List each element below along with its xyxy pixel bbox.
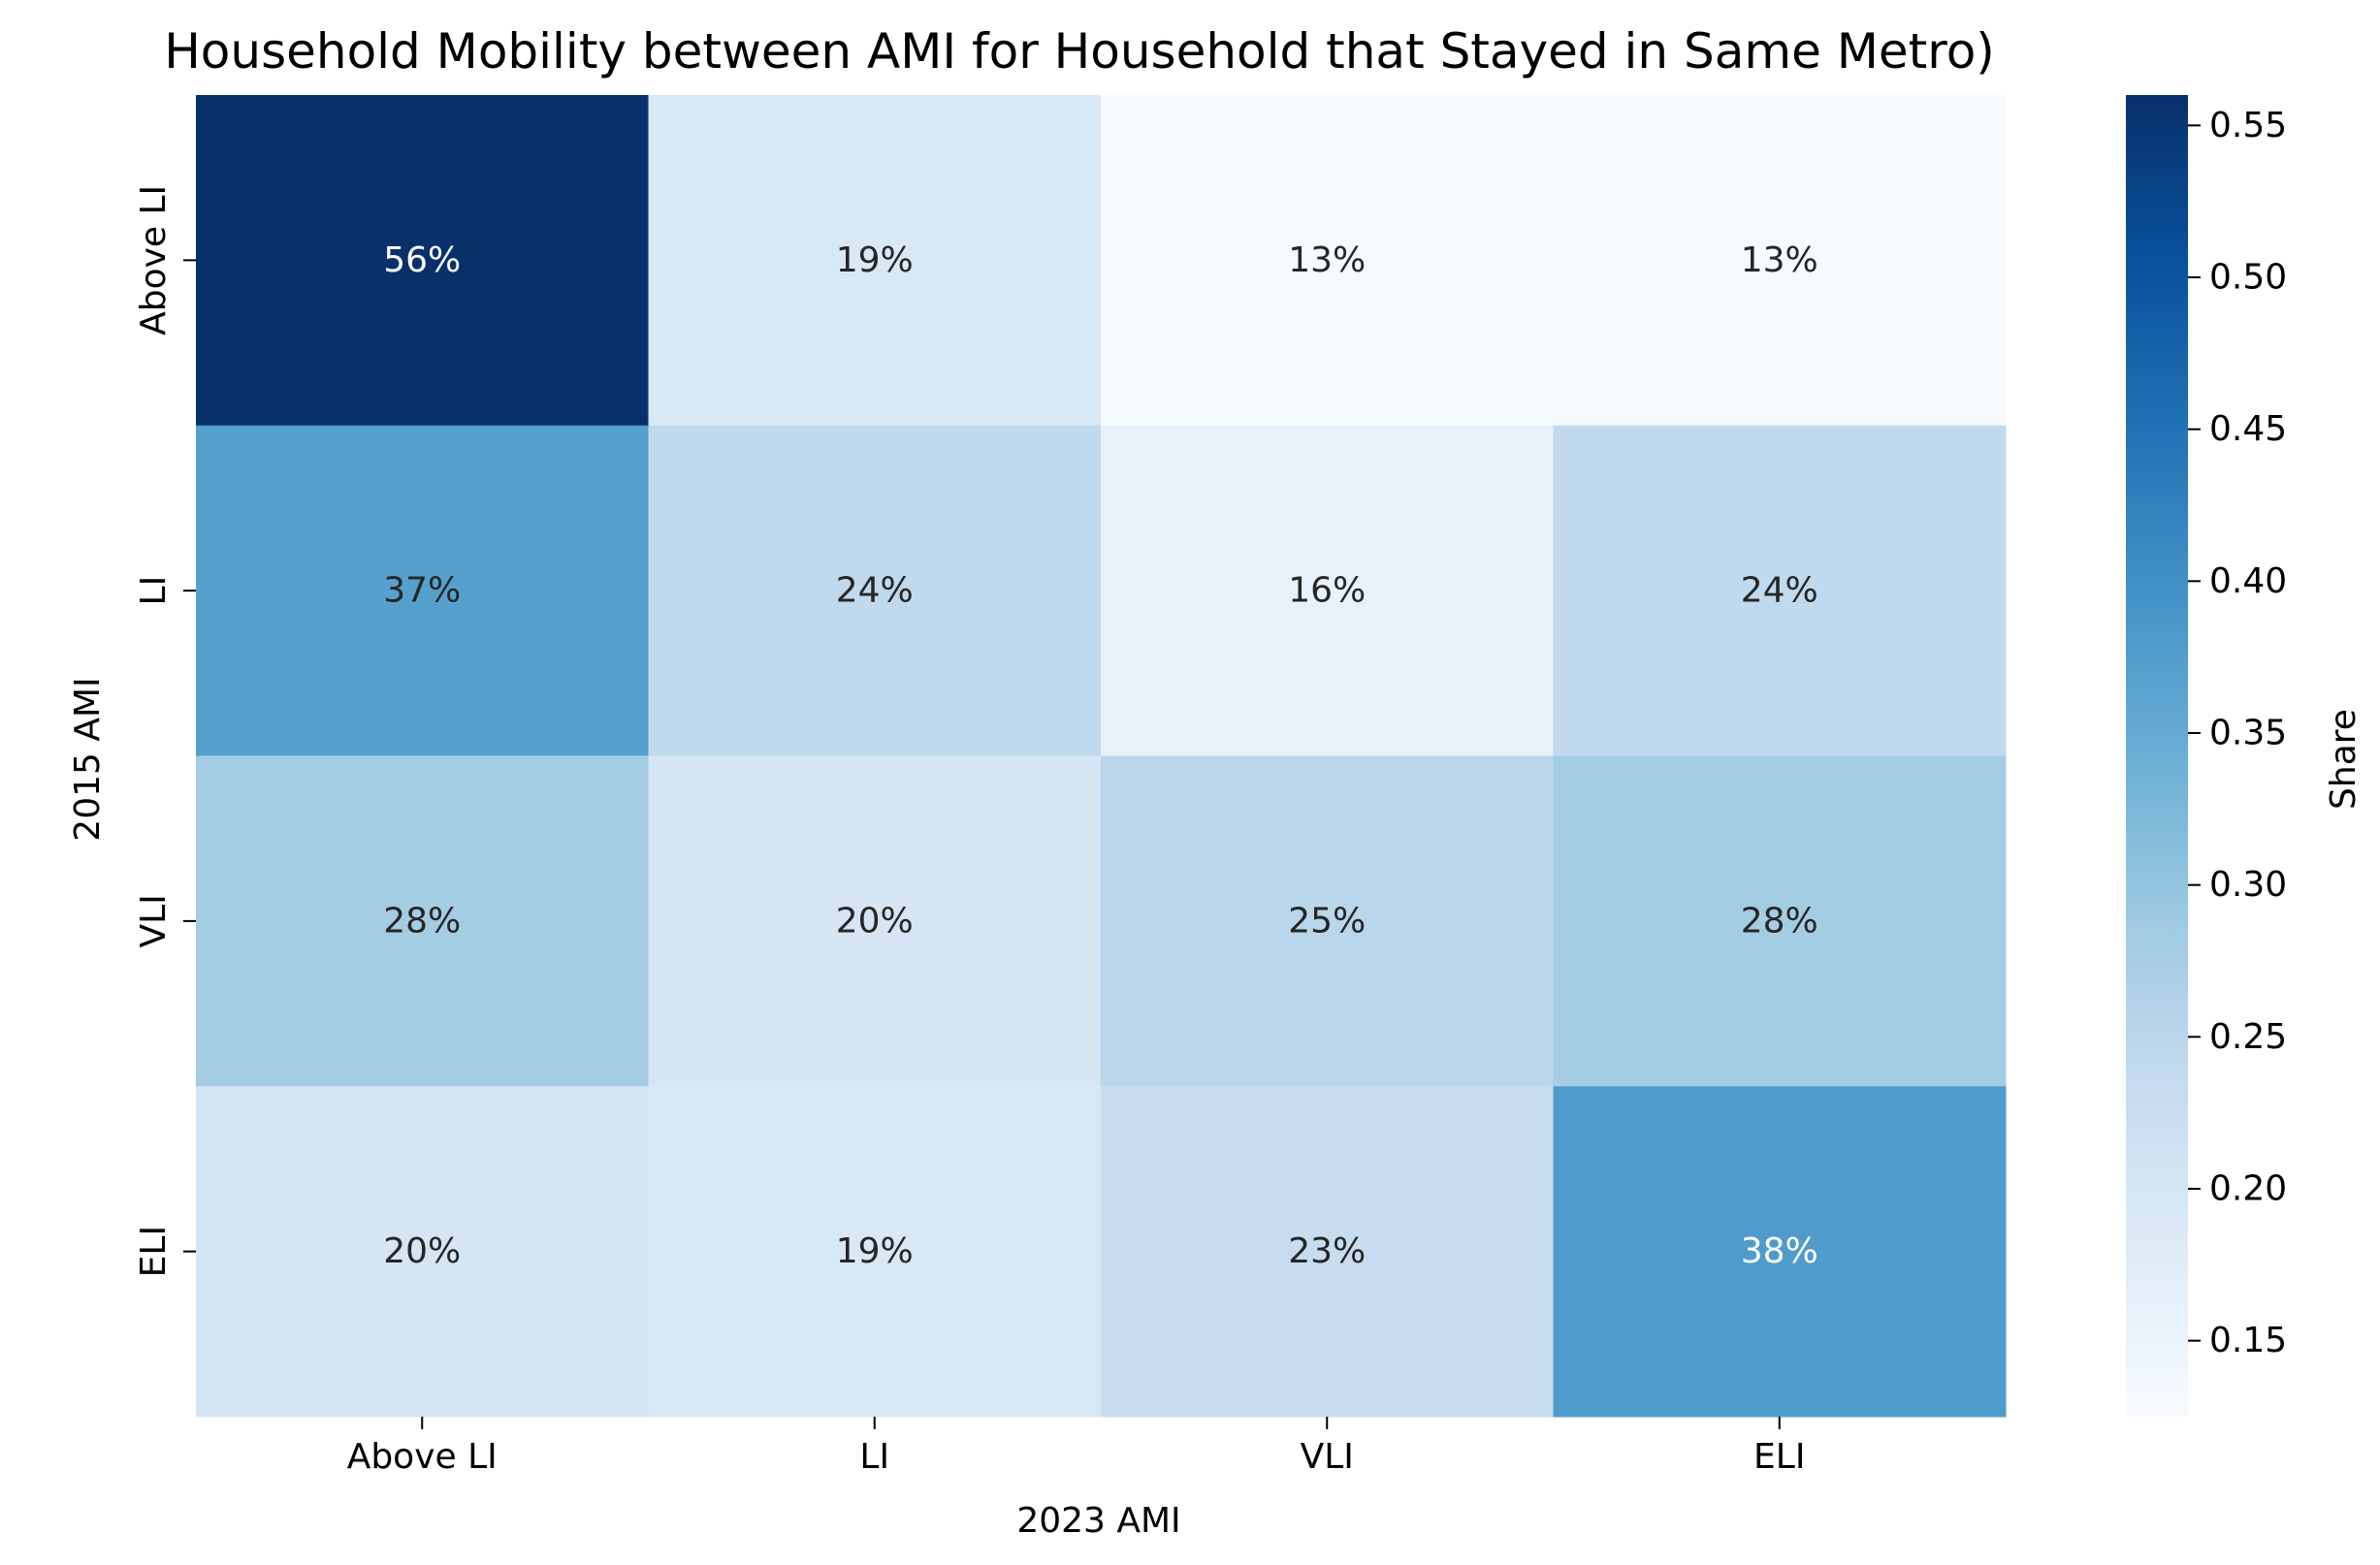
heatmap-cell	[648, 95, 1102, 427]
colorbar	[2126, 95, 2188, 1417]
colorbar-tick-label: 0.35	[2209, 714, 2287, 753]
cell-value-label: 28%	[383, 901, 461, 941]
colorbar-label: Share	[2324, 709, 2364, 810]
x-axis: Above LI LI VLI ELI	[347, 1417, 1805, 1477]
colorbar-tick-label: 0.55	[2209, 106, 2287, 145]
heatmap-cell	[1101, 1086, 1554, 1418]
heatmap-cells	[196, 95, 2007, 1418]
chart-title: Household Mobility between AMI for House…	[164, 23, 1995, 80]
y-axis: Above LI LI VLI ELI	[134, 185, 196, 1277]
cell-value-label: 16%	[1288, 571, 1366, 611]
x-axis-label: 2023 AMI	[1016, 1501, 1180, 1541]
y-tick-label: VLI	[134, 894, 174, 947]
heatmap-cell	[648, 755, 1102, 1087]
colorbar-tick-label: 0.45	[2209, 409, 2287, 449]
heatmap-cell	[1553, 425, 2007, 756]
heatmap-cell	[1101, 755, 1554, 1087]
x-tick-label: Above LI	[347, 1437, 498, 1477]
y-tick-label: Above LI	[134, 185, 174, 335]
colorbar-tick-label: 0.20	[2209, 1169, 2287, 1209]
cell-value-label: 25%	[1288, 901, 1366, 941]
heatmap-cell	[1101, 425, 1554, 756]
heatmap-cell	[196, 1086, 649, 1418]
colorbar-ticks: 0.15 0.20 0.25 0.30 0.35 0.40 0.45 0.50 0.55	[2188, 106, 2287, 1360]
colorbar-tick-label: 0.30	[2209, 865, 2287, 905]
y-tick-label: LI	[134, 576, 174, 606]
x-tick-label: LI	[859, 1437, 889, 1477]
colorbar-tick-label: 0.15	[2209, 1321, 2287, 1360]
cell-value-label: 19%	[836, 240, 914, 280]
cell-value-label: 24%	[836, 571, 914, 611]
cell-value-label: 23%	[1288, 1231, 1366, 1271]
colorbar-tick-label: 0.40	[2209, 561, 2287, 601]
cell-labels: 56% 19% 13% 13% 37% 24% 16% 24% 28% 20% 25% 28% 20% 1…	[383, 240, 1818, 1271]
heatmap-cell	[196, 95, 649, 427]
heatmap-cell	[196, 755, 649, 1087]
colorbar-tick-label: 0.50	[2209, 258, 2287, 298]
cell-value-label: 38%	[1741, 1231, 1818, 1271]
cell-value-label: 20%	[383, 1231, 461, 1271]
heatmap-cell	[1553, 755, 2007, 1087]
cell-value-label: 13%	[1288, 240, 1366, 280]
cell-value-label: 20%	[836, 901, 914, 941]
heatmap-cell	[648, 425, 1102, 756]
cell-value-label: 24%	[1741, 571, 1818, 611]
x-tick-label: ELI	[1753, 1437, 1805, 1477]
cell-value-label: 19%	[836, 1231, 914, 1271]
cell-value-label: 28%	[1741, 901, 1818, 941]
heatmap-cell	[1553, 95, 2007, 427]
x-tick-label: VLI	[1301, 1437, 1354, 1477]
heatmap-cell	[648, 1086, 1102, 1418]
heatmap-cell	[1553, 1086, 2007, 1418]
cell-value-label: 37%	[383, 571, 461, 611]
y-tick-label: ELI	[134, 1226, 174, 1277]
cell-value-label: 56%	[383, 240, 461, 280]
heatmap-cell	[1101, 95, 1554, 427]
cell-value-label: 13%	[1741, 240, 1818, 280]
colorbar-tick-label: 0.25	[2209, 1017, 2287, 1057]
heatmap-cell	[196, 425, 649, 756]
y-axis-label: 2015 AMI	[68, 677, 108, 841]
